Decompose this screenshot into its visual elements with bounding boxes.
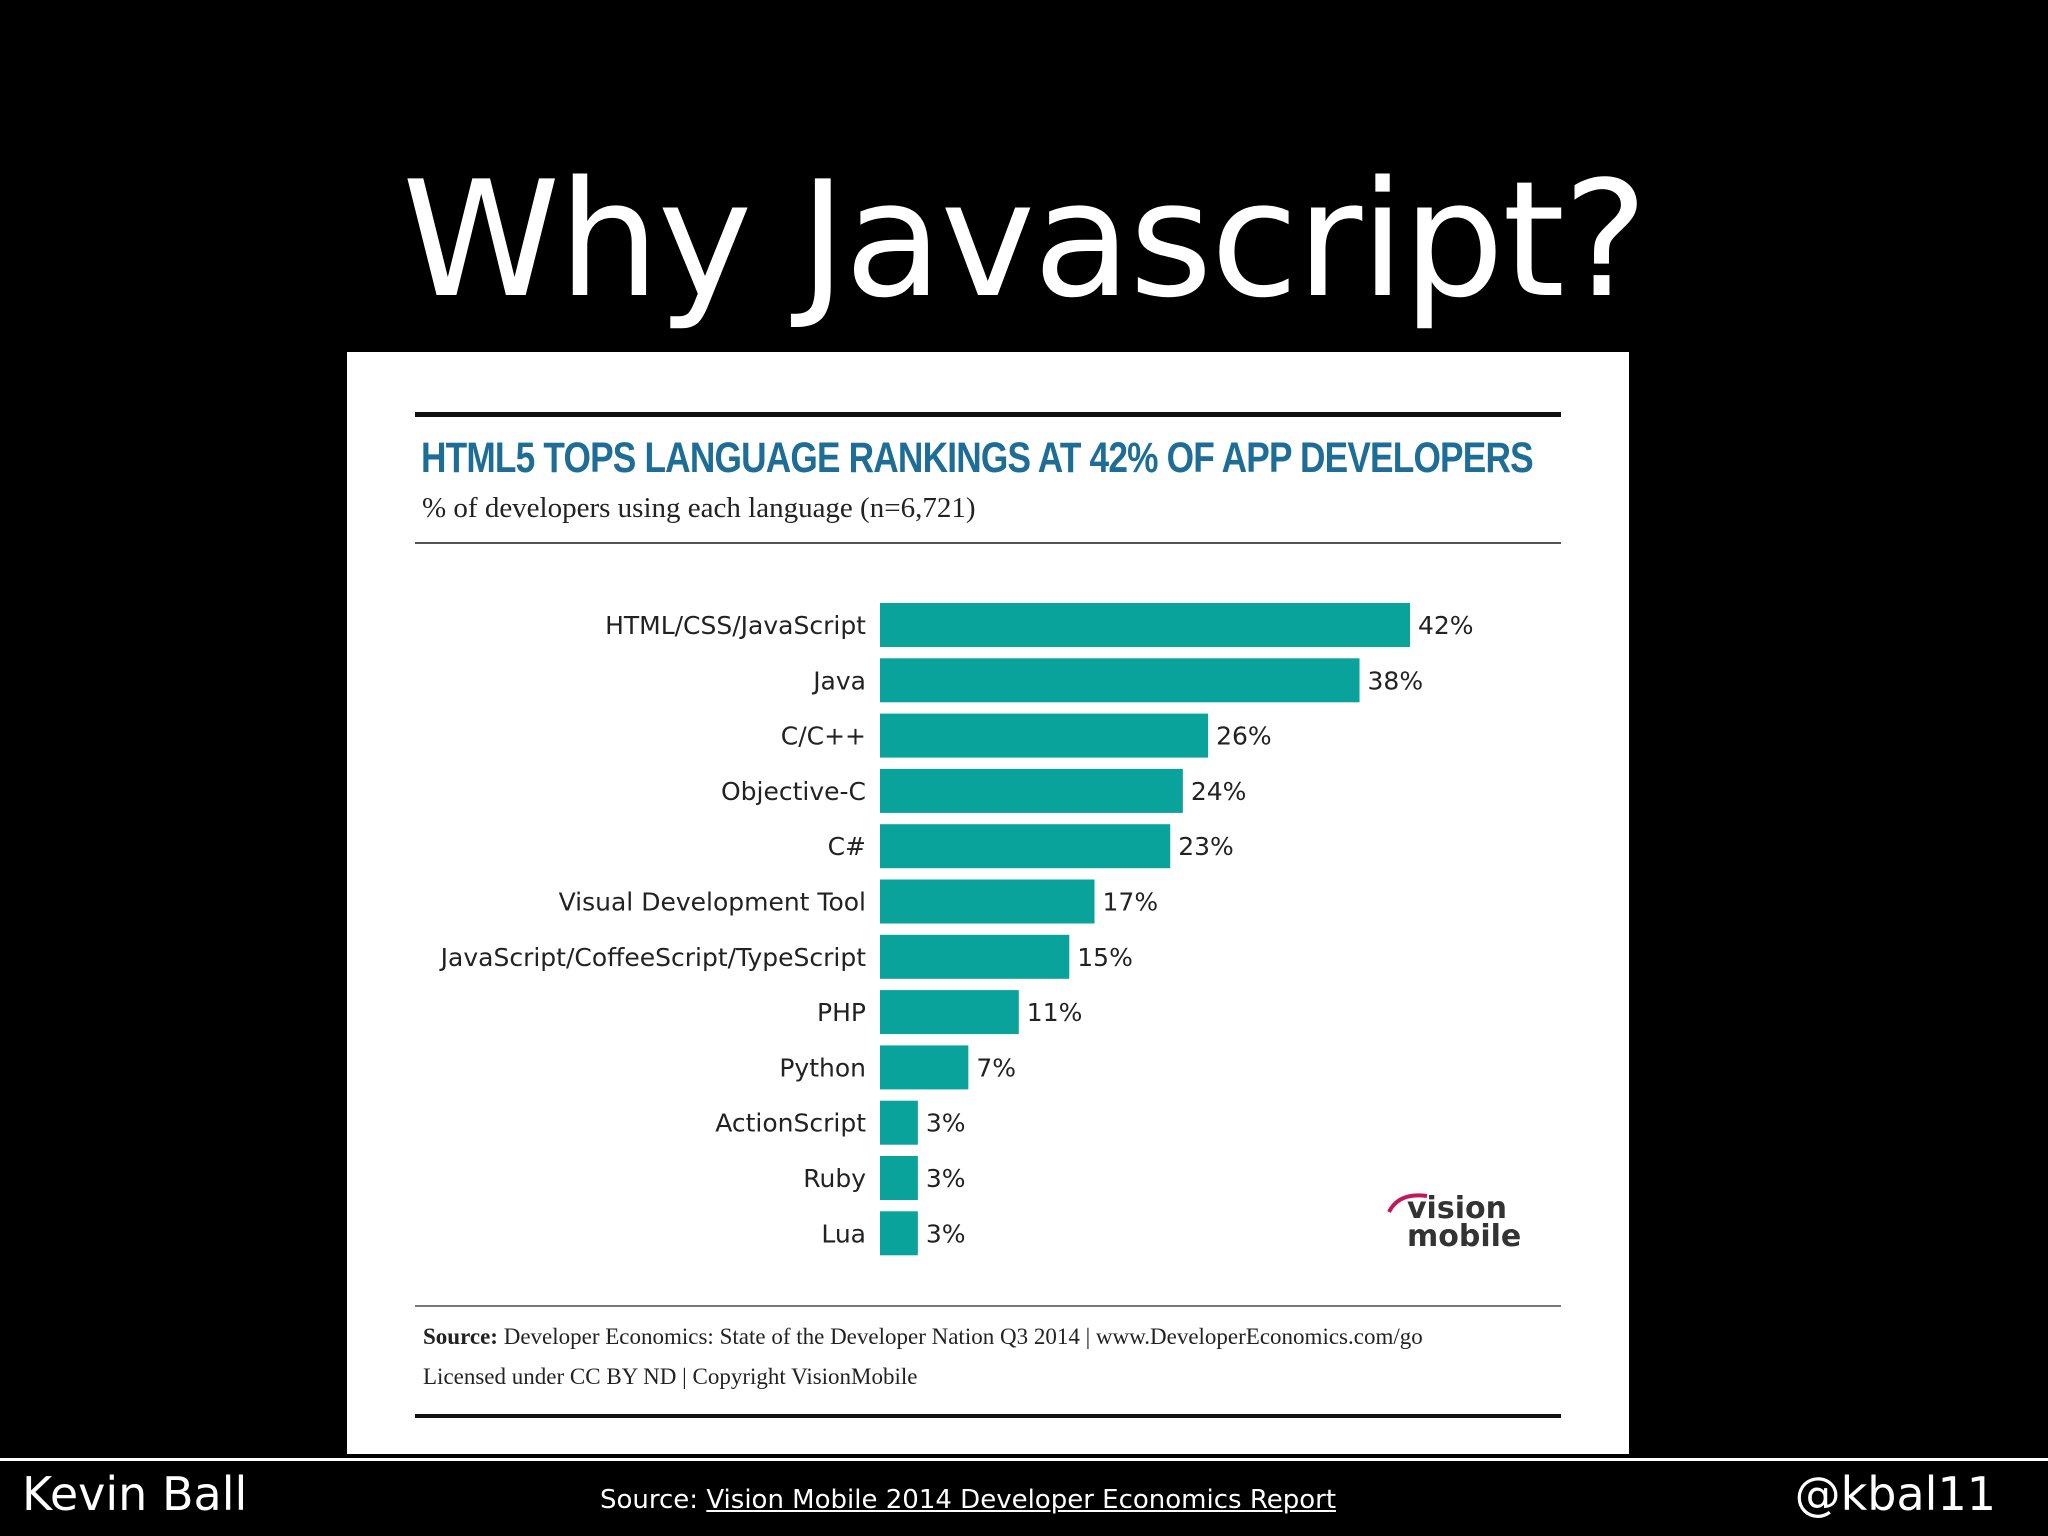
value-label: 3%	[926, 1219, 966, 1248]
footer-divider	[0, 1458, 2048, 1461]
value-label: 24%	[1191, 777, 1247, 806]
bar	[880, 658, 1360, 703]
visionmobile-logo: vision mobile	[1387, 1191, 1521, 1254]
category-label: Visual Development Tool	[559, 888, 866, 917]
bar	[880, 1156, 918, 1200]
value-label: 11%	[1027, 998, 1083, 1027]
category-label: HTML/CSS/JavaScript	[605, 611, 866, 640]
bar-chart: HTML/CSS/JavaScript 42% Java 38% C/C++ 26% Obj…	[439, 603, 1474, 1256]
footer-source-prefix: Source:	[600, 1485, 707, 1515]
slide-title: Why Javascript?	[402, 146, 1648, 333]
bar	[880, 1100, 918, 1145]
value-label: 17%	[1103, 888, 1159, 917]
category-label: Objective-C	[721, 777, 866, 806]
bar	[880, 824, 1171, 869]
category-label: JavaScript/CoffeeScript/TypeScript	[439, 943, 867, 972]
chart-source-line: Source: Developer Economics: State of th…	[423, 1324, 1423, 1350]
chart-card: HTML5 TOPS LANGUAGE RANKINGS AT 42% OF A…	[347, 352, 1629, 1454]
bar	[880, 713, 1209, 758]
chart-header-divider	[415, 542, 1561, 544]
value-label: 23%	[1178, 832, 1234, 861]
footer-source-link[interactable]: Vision Mobile 2014 Developer Economics R…	[706, 1485, 1337, 1515]
value-label: 26%	[1216, 722, 1272, 751]
logo-text-line2: mobile	[1407, 1219, 1521, 1254]
footer-author: Kevin Ball	[22, 1467, 248, 1521]
chart-source-text: Developer Economics: State of the Develo…	[497, 1324, 1423, 1349]
value-label: 7%	[976, 1053, 1016, 1082]
category-label: PHP	[817, 998, 866, 1027]
chart-bottom-rule	[415, 1414, 1561, 1418]
bar	[880, 990, 1019, 1035]
chart-footer-divider	[415, 1305, 1561, 1307]
category-label: Lua	[821, 1219, 866, 1248]
category-label: ActionScript	[715, 1109, 866, 1138]
category-label: Ruby	[803, 1164, 866, 1193]
value-label: 3%	[926, 1109, 966, 1138]
value-label: 3%	[926, 1164, 966, 1193]
value-label: 42%	[1418, 611, 1474, 640]
category-label: Python	[779, 1053, 866, 1082]
bar	[880, 879, 1095, 924]
bar	[880, 934, 1070, 979]
bar	[880, 1045, 969, 1090]
category-label: C/C++	[781, 722, 866, 751]
chart-title: HTML5 TOPS LANGUAGE RANKINGS AT 42% OF A…	[421, 434, 1534, 482]
category-label: Java	[811, 666, 866, 695]
chart-source-label: Source:	[423, 1324, 498, 1349]
chart-license-line: Licensed under CC BY ND | Copyright Visi…	[423, 1364, 918, 1389]
category-label: C#	[828, 832, 866, 861]
footer-handle: @kbal11	[1794, 1467, 1996, 1521]
value-label: 38%	[1368, 666, 1424, 695]
bar	[880, 603, 1410, 647]
chart-top-rule	[415, 412, 1561, 417]
value-label: 15%	[1077, 943, 1133, 972]
chart-subtitle: % of developers using each language (n=6…	[422, 492, 976, 524]
logo-text-line1: vision	[1407, 1191, 1507, 1226]
bar	[880, 768, 1183, 813]
bar	[880, 1211, 918, 1256]
footer-source: Source: Vision Mobile 2014 Developer Eco…	[600, 1482, 1336, 1518]
